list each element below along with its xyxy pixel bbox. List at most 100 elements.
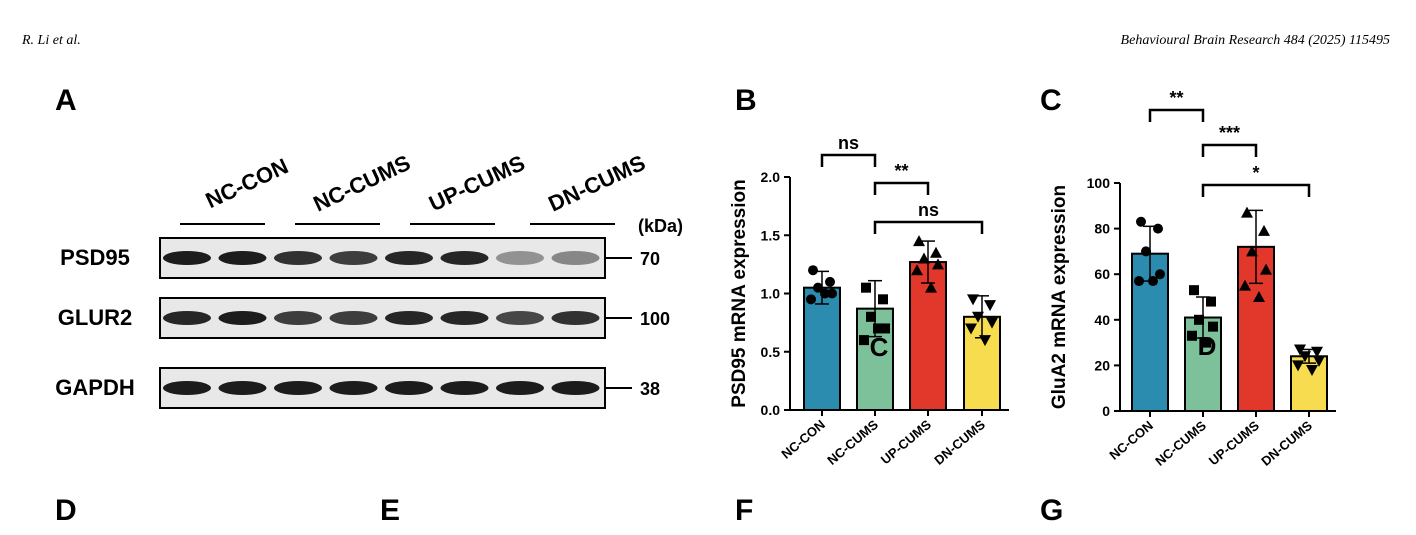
data-point <box>913 235 925 247</box>
data-point <box>986 317 998 329</box>
sig-bracket <box>873 181 930 195</box>
protein-label: GAPDH <box>55 375 134 400</box>
x-tick-label: NC-CON <box>778 417 827 462</box>
y-tick-label: 0.5 <box>761 344 781 360</box>
y-tick-label: 80 <box>1094 221 1110 237</box>
sig-bracket <box>1201 183 1311 197</box>
x-tick-label: NC-CUMS <box>1152 418 1209 469</box>
x-tick-label: DN-CUMS <box>931 417 988 468</box>
y-axis-label: PSD95 mRNA expression <box>729 179 750 407</box>
x-tick-label: UP-CUMS <box>878 417 934 468</box>
kda-label: 70 <box>640 249 660 269</box>
blot-band <box>163 251 211 265</box>
data-point <box>859 335 869 346</box>
panel-letter: E <box>380 494 400 527</box>
blot-band <box>440 311 489 325</box>
data-point <box>813 282 823 293</box>
panel-letter: B <box>735 84 757 117</box>
kda-unit: (kDa) <box>638 216 683 236</box>
data-point <box>967 294 979 306</box>
data-point <box>866 311 876 322</box>
blot-band <box>218 251 267 265</box>
data-point <box>1258 224 1270 236</box>
data-point <box>1246 245 1258 257</box>
y-tick-label: 60 <box>1094 266 1110 282</box>
data-point <box>1208 321 1218 332</box>
group-label: NC-CON <box>202 153 292 213</box>
authors: R. Li et al. <box>21 33 81 48</box>
data-point <box>1294 344 1306 356</box>
blot-band <box>329 251 378 265</box>
blot-band <box>274 311 322 325</box>
data-point <box>1153 223 1163 234</box>
data-point <box>1189 285 1199 296</box>
y-tick-label: 40 <box>1094 312 1110 328</box>
data-point <box>806 294 816 305</box>
y-tick-label: 0 <box>1102 403 1110 419</box>
data-point <box>930 246 942 258</box>
blot-band <box>329 381 378 395</box>
data-point <box>825 276 835 287</box>
data-point <box>972 311 984 323</box>
blot-band <box>551 251 600 265</box>
data-point <box>1260 263 1272 275</box>
y-tick-label: 0.0 <box>761 402 781 418</box>
group-label: UP-CUMS <box>425 150 529 216</box>
overlay-text: D <box>1198 331 1217 361</box>
data-point <box>1206 296 1216 307</box>
y-tick-label: 2.0 <box>761 169 781 185</box>
data-point <box>880 323 890 334</box>
sig-label: *** <box>1219 123 1240 143</box>
data-point <box>1299 351 1311 363</box>
data-point <box>911 264 923 276</box>
bar <box>803 286 841 411</box>
data-point <box>1136 216 1146 227</box>
data-point <box>878 294 888 305</box>
blot-band <box>496 381 544 395</box>
blot-band <box>551 381 600 395</box>
data-point <box>827 288 837 299</box>
x-tick-label: DN-CUMS <box>1258 418 1315 469</box>
y-tick-label: 100 <box>1087 175 1111 191</box>
bar <box>909 261 947 412</box>
data-point <box>1311 346 1323 358</box>
x-tick-label: NC-CUMS <box>824 417 881 468</box>
panel-letter: G <box>1040 494 1063 527</box>
sig-bracket <box>820 153 877 167</box>
sig-label: ns <box>838 133 859 153</box>
data-point <box>965 323 977 335</box>
sig-bracket <box>1201 143 1258 157</box>
error-bar <box>1249 209 1263 285</box>
blot-band <box>496 251 544 265</box>
data-point <box>1155 269 1165 280</box>
group-label: DN-CUMS <box>544 150 649 217</box>
data-point <box>820 288 830 299</box>
blot-band <box>218 311 267 325</box>
panel-letter: F <box>735 494 753 527</box>
blot-band <box>329 311 378 325</box>
data-point <box>1292 360 1304 372</box>
blot-band <box>218 381 267 395</box>
x-tick-label: UP-CUMS <box>1206 418 1262 469</box>
data-point <box>861 282 871 293</box>
data-point <box>1306 364 1318 376</box>
data-point <box>984 300 996 312</box>
blot-band <box>385 381 433 395</box>
data-point <box>1201 337 1211 348</box>
blot-band <box>551 311 600 325</box>
blot-band <box>163 381 211 395</box>
data-point <box>925 281 937 293</box>
data-point <box>1148 276 1158 287</box>
data-point <box>932 258 944 270</box>
data-point <box>1194 314 1204 325</box>
y-tick-label: 20 <box>1094 357 1110 373</box>
y-tick-label: 1.0 <box>761 286 781 302</box>
data-point <box>979 335 991 347</box>
overlay-text: C <box>870 332 889 362</box>
blot-band <box>496 311 544 325</box>
blot-band <box>163 311 211 325</box>
data-point <box>1141 246 1151 257</box>
panel-letter: D <box>55 494 77 527</box>
blot-band <box>440 251 489 265</box>
sig-label: ns <box>918 200 939 220</box>
